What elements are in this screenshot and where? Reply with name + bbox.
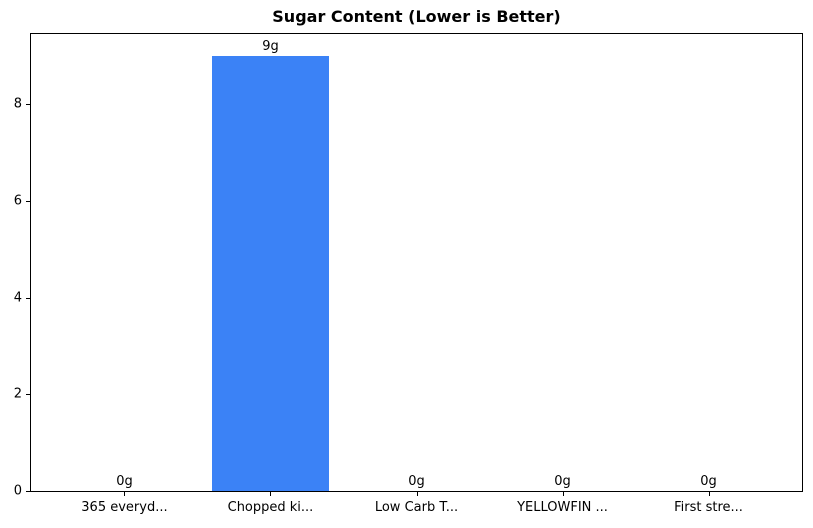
y-tick-label: 4 [13,290,22,306]
bar-value-label: 0g [554,474,571,489]
x-tick [708,492,710,496]
x-tick [562,492,564,496]
bar-value-label: 0g [700,474,717,489]
y-tick-label: 2 [13,386,22,402]
bar-value-label: 0g [408,474,425,489]
bar [212,55,329,491]
plot-area: 0g 9g 0g 0g 0g [30,33,803,492]
bar-value-label: 9g [262,38,279,54]
x-tick-label: 365 everyd... [81,500,168,515]
x-tick-label: Chopped ki... [227,500,314,515]
x-tick-label: First stre... [674,500,743,515]
bar-value-label: 0g [116,474,133,489]
chart-title: Sugar Content (Lower is Better) [272,7,561,26]
y-tick-label: 6 [13,193,22,209]
x-tick [124,492,126,496]
x-tick-label: Low Carb T... [374,500,459,515]
x-tick [270,492,272,496]
y-tick-label: 8 [13,96,22,112]
x-tick [416,492,418,496]
x-tick-label: YELLOWFIN ... [517,500,608,515]
y-tick-label: 0 [13,483,22,499]
